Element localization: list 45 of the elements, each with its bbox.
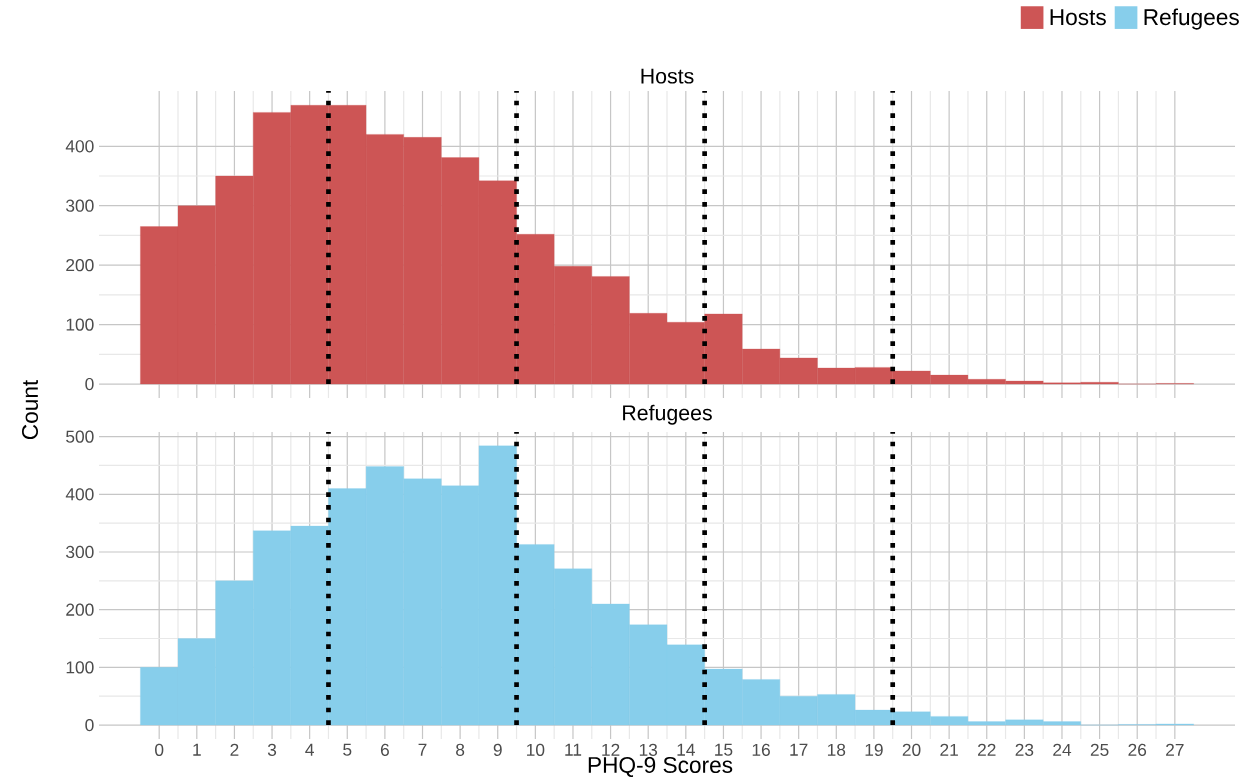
x-tick-label: 5 [343, 743, 352, 756]
x-tick-label: 21 [940, 743, 958, 756]
x-tick-label: 1 [193, 743, 201, 756]
x-tick-label: 17 [790, 743, 808, 756]
y-tick-label: 200 [66, 603, 94, 616]
x-tick-label: 16 [752, 743, 770, 756]
x-tick-label: 3 [267, 743, 277, 756]
y-tick-label: 100 [66, 661, 94, 674]
x-tick-label: 23 [1015, 743, 1034, 756]
x-tick-label: 20 [902, 743, 921, 756]
x-tick-label: 25 [1090, 743, 1109, 756]
x-tick-label: 9 [493, 743, 502, 756]
y-tick-label: 100 [66, 318, 94, 331]
x-tick-label: 7 [418, 743, 427, 756]
x-tick-label: 11 [565, 743, 582, 756]
x-tick-label: 14 [677, 743, 695, 756]
y-tick-label: 200 [66, 259, 94, 272]
y-tick-label: 400 [65, 488, 94, 501]
x-tick-label: 13 [639, 743, 658, 756]
x-tick-label: 0 [155, 743, 164, 756]
x-tick-label: 10 [527, 743, 545, 756]
x-tick-label: 18 [827, 743, 846, 756]
x-axis-title: PHQ-9 Scores [588, 756, 733, 778]
y-tick-label: 500 [66, 430, 94, 443]
x-tick-label: 15 [715, 743, 733, 756]
x-tick-label: 8 [456, 743, 465, 756]
legend-label: Hosts [1050, 9, 1106, 26]
y-tick-label: 400 [65, 140, 94, 153]
x-tick-label: 27 [1166, 743, 1184, 756]
y-tick-label: 0 [85, 718, 94, 732]
y-axis-title: Count [21, 379, 39, 440]
x-tick-label: 12 [602, 743, 620, 756]
x-tick-label: 6 [380, 743, 389, 756]
y-tick-label: 300 [66, 199, 94, 212]
chart-title: Refugees [623, 404, 712, 425]
x-tick-label: 4 [305, 743, 314, 756]
x-tick-label: 26 [1128, 743, 1147, 756]
x-tick-label: 22 [977, 743, 996, 756]
x-tick-label: 19 [865, 743, 883, 756]
y-tick-label: 0 [85, 377, 94, 391]
x-tick-label: 24 [1053, 743, 1072, 756]
y-tick-label: 300 [66, 545, 94, 559]
chart-title: Hosts [641, 68, 694, 84]
x-tick-label: 2 [230, 743, 239, 756]
legend-label: Refugees [1144, 8, 1239, 30]
